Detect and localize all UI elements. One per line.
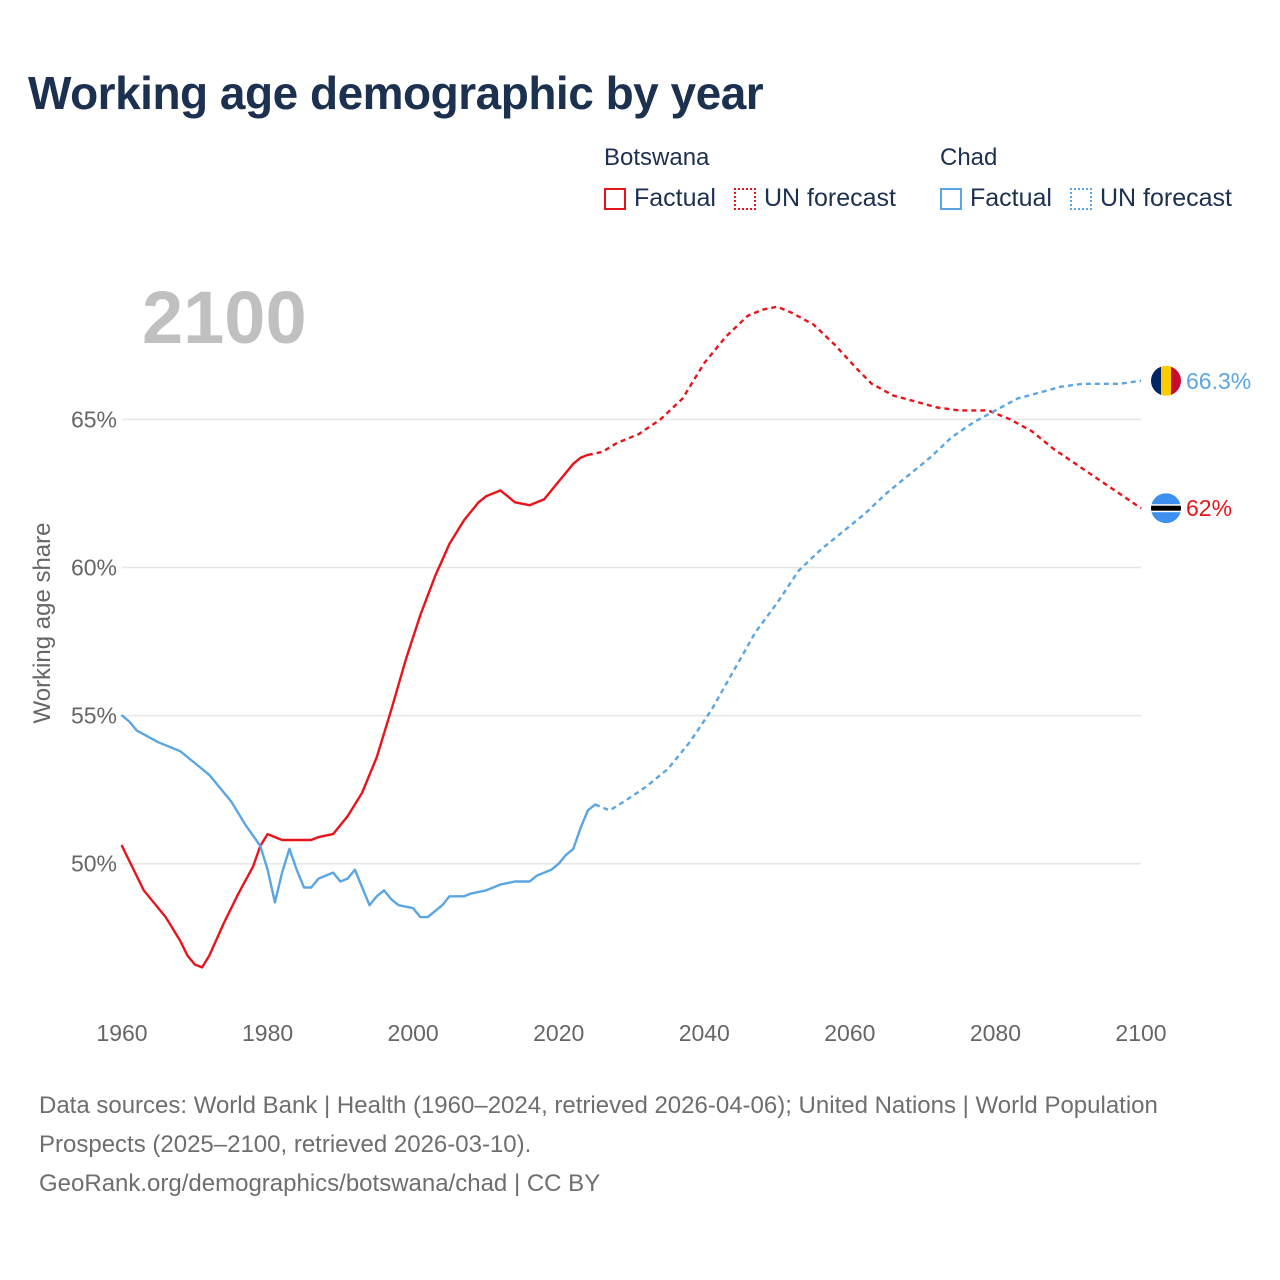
y-tick-label: 55%	[71, 703, 117, 729]
end-markers: 62% 66.3%	[1151, 365, 1251, 524]
chad-end-value-label: 66.3%	[1186, 368, 1251, 394]
sources-line-2: GeoRank.org/demographics/botswana/chad |…	[39, 1170, 601, 1197]
legend-chad-forecast[interactable]: UN forecast	[1069, 184, 1232, 213]
chad-forecast-line	[594, 379, 1142, 812]
year-watermark: 2100	[142, 276, 307, 359]
flag-band-black	[1151, 505, 1181, 511]
x-tick-label: 2040	[679, 1020, 730, 1046]
legend-label: UN forecast	[1099, 184, 1232, 212]
chad-factual-line	[120, 714, 597, 919]
flag-body	[1151, 493, 1181, 524]
y-tick-label: 65%	[71, 406, 117, 432]
x-tick-label: 1980	[242, 1020, 293, 1046]
y-axis-label: Working age share	[29, 523, 56, 724]
data-sources: Data sources: World Bank | Health (1960–…	[39, 1086, 1219, 1203]
y-tick-label: 50%	[71, 851, 117, 877]
botswana-end-value-label: 62%	[1186, 495, 1232, 521]
x-tick-label: 2080	[970, 1020, 1021, 1046]
legend-label: Factual	[634, 184, 716, 212]
legend-botswana-forecast[interactable]: UN forecast	[733, 184, 896, 213]
legend-chad: Chad Factual UN forecast	[940, 144, 1250, 213]
x-tick-label: 2000	[388, 1020, 439, 1046]
legend-country-botswana: Botswana	[604, 144, 710, 171]
chad-flag-icon	[1151, 365, 1181, 396]
botswana-factual-line	[120, 453, 589, 969]
series-lines	[120, 305, 1142, 969]
legend-botswana-factual[interactable]: Factual	[604, 184, 716, 213]
legend-botswana: Botswana Factual UN forecast	[604, 144, 914, 213]
y-tick-label: 60%	[71, 554, 117, 580]
legend-chad-factual[interactable]: Factual	[940, 184, 1052, 213]
x-tick-label: 1960	[96, 1020, 147, 1046]
legend-swatch-solid-blue	[940, 187, 962, 210]
flag-band-yellow	[1161, 365, 1171, 396]
legend-swatch-dotted-red	[733, 187, 756, 210]
flag-band-blue	[1151, 365, 1161, 396]
flag-body	[1151, 365, 1181, 396]
x-tick-label: 2100	[1115, 1020, 1166, 1046]
legend-label: Factual	[970, 184, 1052, 212]
botswana-forecast-line	[587, 305, 1142, 510]
y-ticks: 50% 55% 60% 65%	[71, 406, 117, 876]
x-tick-label: 2060	[824, 1020, 875, 1046]
chart-title: Working age demographic by year	[28, 67, 764, 119]
legend-swatch-solid-red	[604, 187, 626, 210]
x-tick-label: 2020	[533, 1020, 584, 1046]
grid-lines	[122, 418, 1141, 865]
x-ticks: 1960 1980 2000 2020 2040 2060 2080 2100	[96, 1020, 1166, 1046]
legend-country-chad: Chad	[940, 144, 998, 171]
flag-band-red	[1171, 365, 1181, 396]
sources-line-1: Data sources: World Bank | Health (1960–…	[39, 1092, 1158, 1158]
legend-label: UN forecast	[763, 184, 896, 212]
line-chart: 2100 Working age share 50% 55% 60% 65% 1960…	[29, 276, 1251, 1046]
botswana-flag-icon	[1151, 493, 1181, 524]
legend-swatch-dotted-blue	[1069, 187, 1092, 210]
